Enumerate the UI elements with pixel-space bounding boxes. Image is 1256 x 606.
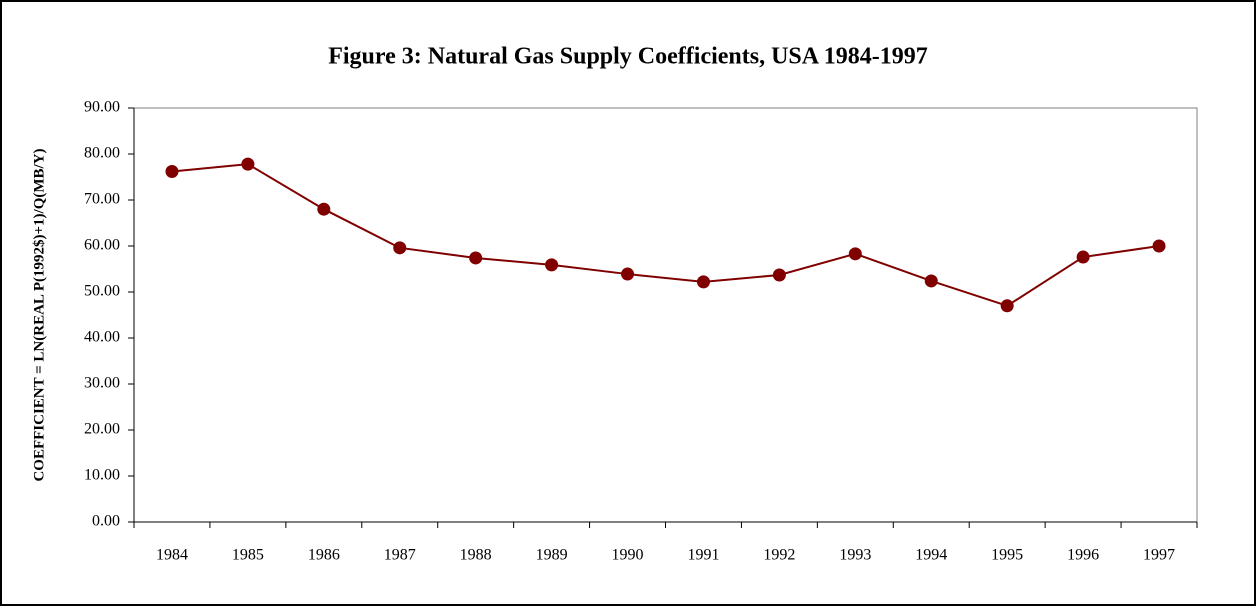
x-tick-label: 1988 bbox=[460, 547, 492, 564]
x-tick-label: 1986 bbox=[308, 547, 340, 564]
y-tick-label: 30.00 bbox=[84, 375, 120, 392]
line bbox=[171, 163, 1160, 307]
x-tick-label: 1995 bbox=[991, 547, 1023, 564]
x-tick-label: 1992 bbox=[763, 547, 795, 564]
x-tick-label: 1985 bbox=[232, 547, 264, 564]
marker bbox=[241, 157, 255, 171]
y-tick-label: 20.00 bbox=[84, 421, 120, 438]
x-tick-label: 1987 bbox=[384, 547, 416, 564]
x-tick-label: 1990 bbox=[612, 547, 644, 564]
y-tick-label: 10.00 bbox=[84, 467, 120, 484]
marker bbox=[924, 274, 938, 288]
marker bbox=[696, 275, 710, 289]
marker bbox=[848, 247, 862, 261]
marker bbox=[545, 258, 559, 272]
x-tick-label: 1991 bbox=[687, 547, 719, 564]
y-tick-label: 60.00 bbox=[84, 237, 120, 254]
marker bbox=[1076, 250, 1090, 264]
marker bbox=[621, 267, 635, 281]
marker bbox=[317, 202, 331, 216]
marker bbox=[1152, 239, 1166, 253]
y-tick-label: 90.00 bbox=[84, 99, 120, 116]
y-tick-label: 50.00 bbox=[84, 283, 120, 300]
marker bbox=[772, 268, 786, 282]
marker bbox=[1000, 299, 1014, 313]
x-tick-label: 1996 bbox=[1067, 547, 1099, 564]
chart-title: Figure 3: Natural Gas Supply Coefficient… bbox=[328, 44, 928, 70]
y-tick-label: 80.00 bbox=[84, 145, 120, 162]
x-tick-label: 1993 bbox=[839, 547, 871, 564]
x-tick-label: 1989 bbox=[536, 547, 568, 564]
marker bbox=[469, 251, 483, 265]
y-tick-label: 0.00 bbox=[92, 513, 120, 530]
y-axis-label: COEFFICIENT = LN(REAL P(1992$)+1)/Q(MB/Y… bbox=[31, 148, 47, 481]
x-tick-label: 1984 bbox=[156, 547, 188, 564]
x-tick-label: 1994 bbox=[915, 547, 947, 564]
marker bbox=[393, 241, 407, 255]
y-tick-label: 70.00 bbox=[84, 191, 120, 208]
y-tick-label: 40.00 bbox=[84, 329, 120, 346]
marker bbox=[165, 164, 179, 178]
x-tick-label: 1997 bbox=[1143, 547, 1175, 564]
